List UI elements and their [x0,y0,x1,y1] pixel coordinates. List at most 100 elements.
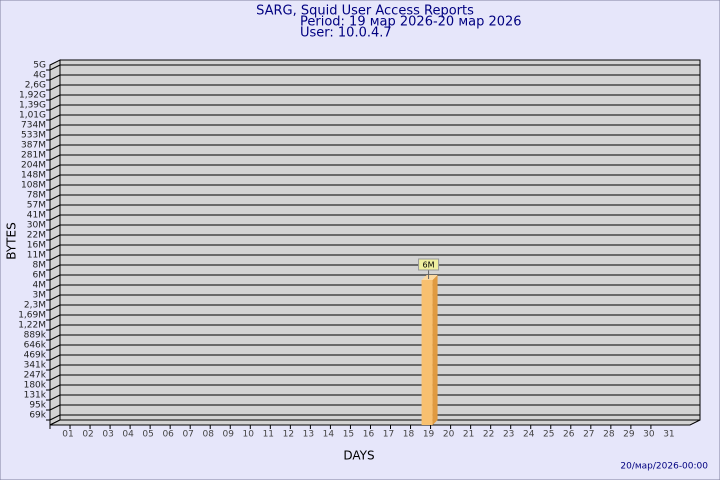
y-tick-label: 41M [27,211,46,221]
grid-line [49,334,61,341]
y-tick-label: 8M [33,261,47,271]
grid-line [49,184,61,191]
x-tick-label: 01 [62,430,73,440]
grid-line [49,144,61,151]
x-tick-label: 29 [623,430,635,440]
y-tick-label: 108M [21,181,46,191]
grid-line [49,104,61,111]
y-tick-label: 469k [24,351,47,361]
y-tick-label: 16M [27,241,46,251]
x-tick-label: 23 [503,430,514,440]
y-tick-label: 533M [21,131,46,141]
y-tick-label: 30M [27,221,46,231]
footer: 20/мар/2026-00:00 [620,462,708,472]
grid-line [49,214,61,221]
x-tick-label: 26 [563,430,575,440]
grid-line [49,224,61,231]
grid-line [49,274,61,281]
value-label-box [418,258,440,271]
y-tick-label: 281M [21,151,46,161]
y-tick-label: 4G [33,71,46,81]
value-label: 6M [423,261,435,270]
y-tick-label: 22M [27,231,46,241]
x-tick-label: 03 [102,430,113,440]
x-tick-label: 24 [523,430,535,440]
x-tick-label: 27 [583,430,594,440]
grid-line [49,394,61,401]
grid-line [49,74,61,81]
grid-line [49,84,61,91]
x-tick-label: 19 [423,430,435,440]
y-tick-label: 204M [21,161,46,171]
x-tick-label: 25 [543,430,554,440]
x-axis-label: DAYS [343,449,374,463]
grid-line [49,284,61,291]
grid-line [49,414,61,421]
back-wall [59,59,701,421]
grid-line [49,374,61,381]
grid-line [49,154,61,161]
x-tick-label: 08 [202,430,214,440]
bar-side [432,275,438,425]
x-tick-label: 28 [603,430,615,440]
y-tick-label: 646k [24,341,47,351]
grid-line [49,314,61,321]
subtitle: Period: 19 мар 2026-20 мар 2026 [300,15,522,30]
x-tick-label: 17 [383,430,394,440]
grid-line [49,324,61,331]
grid-line [49,384,61,391]
floor [49,419,701,426]
y-tick-label: 1,69M [18,311,46,321]
left-wall [49,59,61,426]
y-tick-label: 95k [29,401,46,411]
y-tick-label: 889k [24,331,47,341]
y-tick-label: 11M [27,251,46,261]
y-tick-label: 1,39G [19,101,46,111]
bar [421,280,433,425]
x-tick-label: 21 [463,430,474,440]
grid-line [49,354,61,361]
y-tick-label: 247k [24,371,47,381]
y-tick-label: 78M [27,191,46,201]
y-tick-label: 1,22M [18,321,46,331]
grid-line [49,164,61,171]
grid-line [49,64,61,71]
x-tick-label: 02 [82,430,93,440]
x-tick-label: 12 [283,430,294,440]
x-tick-label: 07 [182,430,193,440]
grid-line [49,304,61,311]
grid-line [49,174,61,181]
y-tick-label: 57M [27,201,46,211]
grid-line [49,294,61,301]
grid-line [49,364,61,371]
grid-line [49,344,61,351]
y-tick-label: 734M [21,121,46,131]
x-tick-label: 10 [243,430,255,440]
y-tick-label: 4M [33,281,47,291]
y-tick-label: 131k [24,391,47,401]
x-tick-label: 14 [323,430,335,440]
grid-line [49,114,61,121]
x-tick-label: 20 [443,430,455,440]
y-axis-label: BYTES [5,222,19,259]
y-tick-label: 387M [21,141,46,151]
y-tick-label: 3M [33,291,47,301]
x-tick-label: 11 [263,430,274,440]
grid-line [49,264,61,271]
x-tick-label: 18 [403,430,415,440]
x-tick-label: 30 [643,430,655,440]
grid-line [49,134,61,141]
grid-line [49,244,61,251]
y-tick-label: 5G [33,61,46,71]
x-tick-label: 09 [223,430,235,440]
grid-line [49,234,61,241]
x-tick-label: 06 [162,430,174,440]
x-tick-label: 22 [483,430,494,440]
x-tick-label: 15 [343,430,354,440]
y-tick-label: 148M [21,171,46,181]
grid-line [49,124,61,131]
subtitle: User: 10.0.4.7 [300,26,392,41]
y-tick-label: 341k [24,361,47,371]
y-tick-label: 2,6G [25,81,46,91]
y-tick-label: 2,3M [24,301,46,311]
